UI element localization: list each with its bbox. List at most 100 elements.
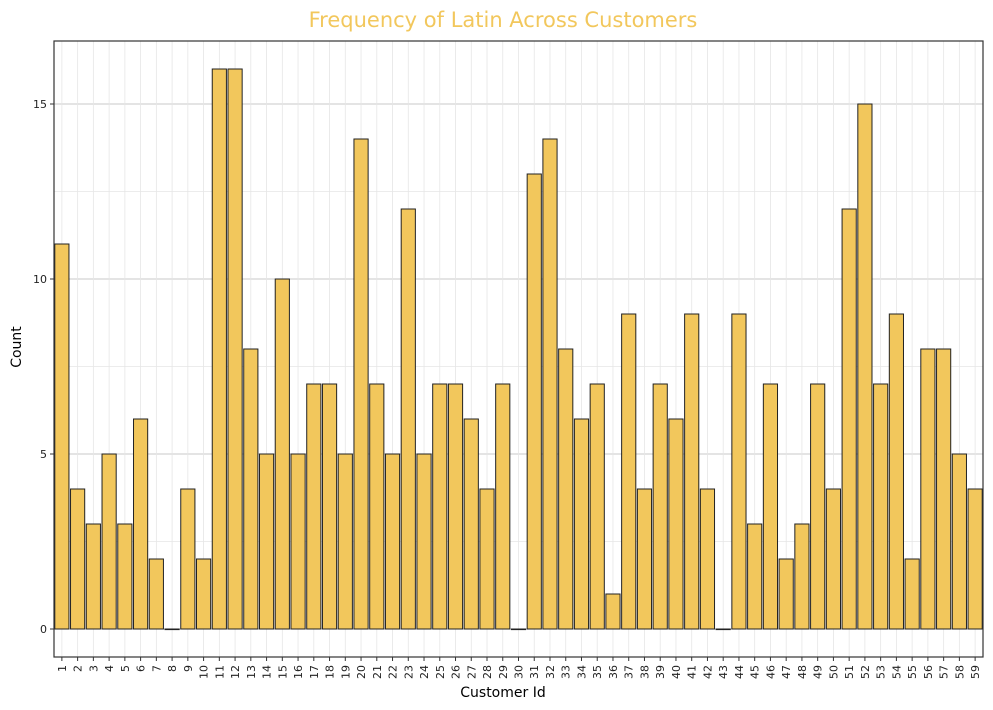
bar-customer-15 [274,278,290,630]
x-tick-label: 27 [465,665,478,679]
x-tick-label: 35 [591,665,604,679]
bar-customer-8 [164,628,180,631]
bar-customer-35 [589,383,605,630]
bar-customer-53 [873,383,889,630]
x-tick-label: 7 [150,665,163,672]
bar-customer-23 [400,208,416,630]
bar-customer-32 [542,138,558,630]
x-tick-label: 44 [733,665,746,679]
y-axis-ticks: 0 5 10 15 [33,98,54,636]
bar-customer-37 [621,313,637,630]
y-tick-label: 0 [40,623,47,636]
bar-customer-18 [321,383,338,630]
x-tick-label: 56 [922,665,935,679]
bar-customer-38 [636,488,653,630]
x-tick-label: 50 [827,665,840,679]
y-tick-label: 5 [40,448,47,461]
bar-customer-39 [652,383,668,630]
bar-customer-30 [510,628,527,631]
x-tick-label: 39 [654,665,667,679]
bar-customer-9 [180,488,196,630]
x-tick-label: 25 [434,665,447,679]
bar-customer-17 [306,383,322,630]
bar-customer-58 [951,453,967,630]
x-tick-label: 57 [938,665,951,679]
x-tick-label: 15 [276,665,289,679]
bar-customer-5 [117,523,133,630]
x-tick-label: 53 [875,665,888,679]
x-tick-label: 49 [812,665,825,679]
bar-customer-22 [384,453,401,630]
x-tick-label: 11 [213,665,226,679]
x-tick-label: 59 [969,665,982,679]
bar-customer-55 [904,558,920,630]
bar-customer-14 [258,453,275,630]
y-axis-label: Count [9,326,25,368]
bar-customer-25 [432,383,448,630]
x-tick-label: 40 [670,665,683,679]
x-tick-label: 20 [355,665,368,679]
bar-customer-13 [243,348,259,630]
x-tick-label: 34 [575,665,588,679]
x-axis-label: Customer Id [460,685,545,701]
x-tick-label: 48 [796,665,809,679]
bar-customer-7 [148,558,164,630]
x-tick-label: 13 [245,665,258,679]
x-tick-label: 8 [166,665,179,672]
bar-customer-52 [857,103,873,630]
bar-customer-19 [337,453,353,630]
x-tick-label: 26 [450,665,463,679]
bar-customer-48 [794,523,810,630]
bar-customer-46 [762,383,779,630]
bar-customer-26 [447,383,464,630]
x-tick-label: 19 [339,665,352,679]
bar-customer-1 [54,243,70,630]
x-tick-label: 21 [371,665,384,679]
x-tick-label: 52 [859,665,872,679]
x-tick-label: 9 [182,665,195,672]
bar-customer-3 [85,523,101,630]
x-tick-label: 14 [261,665,274,679]
x-tick-label: 10 [198,665,211,679]
x-axis-ticks: 1 2 3 4 5 6 7 8 9 10 11 12 13 14 15 16 17 18 19 20 21 22 23 24 2… [56,657,982,679]
bar-customer-20 [353,138,369,630]
bar-customer-49 [810,383,826,630]
bar-customer-44 [731,313,747,630]
bar-customer-34 [573,418,590,630]
x-tick-label: 29 [497,665,510,679]
bar-customer-57 [936,348,952,630]
x-tick-label: 22 [387,665,400,679]
bar-customer-54 [888,313,904,630]
bar-customer-51 [841,208,857,630]
bar-customer-29 [495,383,511,630]
bar-customer-41 [684,313,700,630]
x-tick-label: 38 [638,665,651,679]
x-tick-label: 47 [780,665,793,679]
y-tick-label: 15 [33,98,47,111]
chart-title: Frequency of Latin Across Customers [309,8,698,32]
x-tick-label: 23 [402,665,415,679]
bar-customer-40 [668,418,684,630]
x-tick-label: 3 [87,665,100,672]
x-tick-label: 42 [701,665,714,679]
bar-customer-24 [416,453,432,630]
bar-customer-10 [195,558,212,630]
bar-customer-21 [369,383,385,630]
bar-customer-45 [747,523,763,630]
x-tick-label: 32 [544,665,557,679]
bar-customer-6 [133,418,149,630]
x-tick-label: 45 [749,665,762,679]
bar-customer-4 [101,453,117,630]
x-tick-label: 33 [560,665,573,679]
bars [54,68,983,631]
bar-customer-50 [825,488,842,630]
bar-customer-12 [227,68,243,630]
bar-customer-56 [920,348,936,630]
x-tick-label: 43 [717,665,730,679]
x-tick-label: 1 [56,665,69,672]
x-tick-label: 4 [103,665,116,672]
bar-customer-43 [715,628,731,631]
x-tick-label: 30 [513,665,526,679]
x-tick-label: 17 [308,665,321,679]
